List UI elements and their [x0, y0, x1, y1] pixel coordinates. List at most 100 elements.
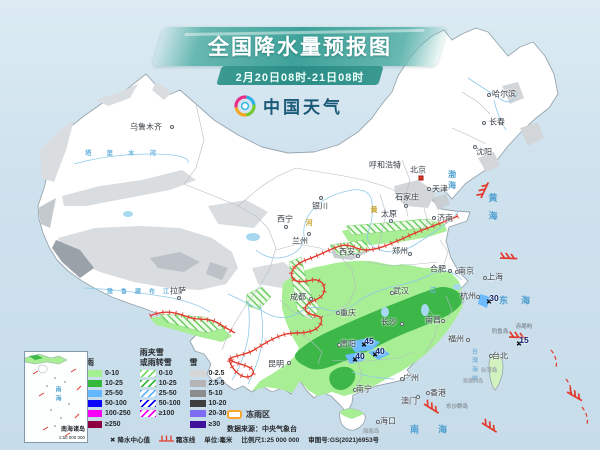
inset-scale: 1:50 000 000 — [58, 435, 85, 440]
city-label: 南宁 — [356, 384, 372, 394]
city-marker — [356, 254, 360, 258]
city-marker — [466, 338, 470, 342]
city-marker — [400, 322, 404, 326]
city-marker — [473, 145, 477, 149]
inset-map-graphics — [25, 353, 82, 437]
legend-value-label: 0-10 — [158, 369, 173, 377]
geo-label: 渤海 — [447, 170, 457, 192]
geo-label: 海南岛 — [362, 429, 380, 435]
legend-notes: ✖ 降水中心值 霜冻线 单位:毫米 比例尺1:25 000 000 审图号:GS(… — [110, 434, 379, 444]
city-label: 昆明 — [268, 359, 284, 369]
legend-swatch — [139, 369, 156, 377]
note-scale: 比例尺1:25 000 000 — [241, 437, 300, 444]
legend-value-label: 50-100 — [158, 400, 181, 408]
legend-row: 0-10 — [86, 368, 131, 378]
frost-line — [148, 213, 460, 380]
capital-marker — [418, 175, 424, 181]
note-approval: 审图号:GS(2021)6953号 — [308, 437, 380, 444]
city-label: 台北 — [492, 351, 508, 361]
legend-value-label: 10-20 — [208, 400, 227, 408]
city-marker — [476, 295, 480, 299]
legend-value-label: 100-250 — [105, 410, 131, 418]
legend-swatch — [139, 400, 156, 408]
city-label: 兰州 — [292, 236, 308, 246]
legend-value-label: 20-30 — [208, 410, 227, 418]
boundary-dashes — [550, 349, 589, 426]
city-marker — [416, 395, 420, 399]
legend-row: 10-25 — [139, 378, 181, 388]
city-marker — [487, 93, 491, 97]
geo-label: 台湾海峡 — [470, 348, 477, 384]
forecast-period: 2月20日08时-21日08时 — [235, 72, 365, 84]
note-frost-line: 霜冻线 — [158, 434, 195, 444]
legend-row: 0-10 — [139, 368, 181, 378]
city-label: 贵阳 — [340, 339, 356, 349]
city-marker — [396, 164, 400, 168]
legend-rain-title: 雨 — [86, 358, 94, 367]
legend-value-label: 0-2.5 — [208, 369, 225, 377]
freezing-rain-swatch — [227, 410, 242, 419]
data-source: 数据来源：中央气象台 — [227, 426, 297, 433]
city-marker — [482, 121, 486, 125]
city-label: 杭州 — [460, 291, 476, 301]
city-marker — [353, 388, 357, 392]
city-label: 沈阳 — [476, 147, 492, 157]
legend: 雨 0-10 10-25 25-50 50-100 100-250 ≥250 雨夹雪 或雨… — [86, 347, 226, 429]
province-borders — [183, 91, 491, 389]
legend-value-label: 10-25 — [158, 379, 177, 387]
precip-center-x: ✖ — [361, 342, 367, 349]
china-weather-logo: 中国天气 — [233, 93, 343, 118]
legend-row: ≥30 — [189, 419, 227, 429]
legend-value-label: 2.5-5 — [208, 379, 225, 387]
precip-center-x: ✖ — [486, 299, 492, 306]
taiwan-island — [488, 353, 504, 391]
city-marker — [427, 187, 431, 191]
city-label: 天津 — [432, 184, 448, 194]
city-marker — [376, 420, 380, 424]
city-label: 济南 — [437, 213, 453, 223]
legend-swatch — [189, 410, 206, 418]
city-label: 银川 — [312, 201, 328, 211]
precip-center-x: ✖ — [516, 341, 522, 348]
city-marker — [448, 269, 452, 273]
city-label: 西宁 — [277, 214, 293, 224]
legend-snow-title: 雪 — [189, 358, 198, 367]
city-marker — [177, 296, 181, 300]
precip-center-x: ✖ — [372, 352, 378, 359]
city-marker — [483, 276, 487, 280]
frost-line-icon — [158, 435, 174, 442]
legend-row: 0-2.5 — [189, 368, 227, 378]
city-marker — [400, 377, 404, 381]
precip-center-value: 15 — [519, 335, 529, 345]
city-label: 拉萨 — [170, 286, 186, 296]
geo-label: 黄 — [370, 207, 378, 214]
city-label: 长沙 — [381, 317, 397, 327]
city-label: 哈尔滨 — [492, 89, 516, 99]
note-unit: 单位:毫米 — [204, 437, 233, 444]
legend-value-label: ≥100 — [158, 410, 175, 418]
city-label: 乌鲁木齐 — [130, 122, 162, 132]
legend-snow-column: 雪 0-2.5 2.5-5 5-10 10-20 20-30 ≥30 — [189, 347, 227, 429]
city-marker — [287, 361, 291, 365]
city-marker — [441, 319, 445, 323]
legend-extras: 冻雨区 数据来源：中央气象台 — [227, 409, 297, 434]
city-marker — [336, 311, 340, 315]
freezing-rain-label: 冻雨区 — [246, 410, 270, 419]
city-marker — [389, 219, 393, 223]
legend-swatch — [86, 379, 102, 387]
legend-swatch — [189, 379, 206, 387]
legend-value-label: 5-10 — [208, 389, 223, 397]
legend-row: ≥100 — [139, 409, 181, 419]
precip-center-value: 40 — [375, 346, 385, 356]
rain-25-50-areas — [345, 294, 490, 364]
city-label: 北京 — [410, 165, 426, 175]
geo-label: 东海 — [498, 295, 544, 306]
city-label: 西安 — [339, 247, 355, 257]
city-marker — [404, 204, 408, 208]
city-label: 长春 — [489, 117, 505, 127]
legend-row: 25-50 — [139, 388, 181, 398]
inset-title: 南海诸岛 — [60, 427, 85, 433]
page-title: 全国降水量预报图 — [208, 36, 392, 59]
